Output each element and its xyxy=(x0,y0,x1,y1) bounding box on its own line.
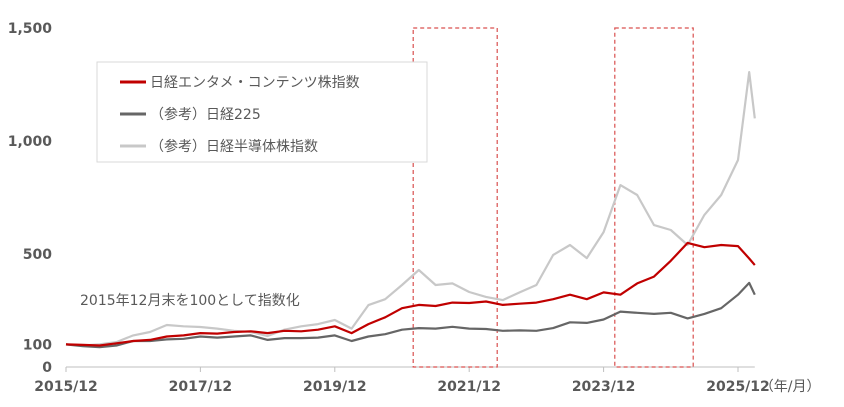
x-tick-label: 2023/12 xyxy=(572,379,636,395)
y-tick-label: 500 xyxy=(23,247,52,263)
x-tick-label: 2017/12 xyxy=(169,379,233,395)
x-tick-label: 2021/12 xyxy=(437,379,501,395)
x-tick-label: 2019/12 xyxy=(303,379,367,395)
x-tick-label: 2015/12 xyxy=(34,379,98,395)
series-line xyxy=(65,241,756,347)
highlight-box xyxy=(412,27,498,368)
series-line xyxy=(65,71,756,347)
x-axis-label: （年/月） xyxy=(760,379,821,395)
legend-box xyxy=(96,61,428,163)
y-tick-label: 100 xyxy=(23,337,52,353)
y-tick-label: 0 xyxy=(42,360,52,376)
legend-label: 日経エンタメ・コンテンツ株指数 xyxy=(150,75,360,91)
y-tick-label: 1,500 xyxy=(8,21,53,37)
y-tick-label: 1,000 xyxy=(8,134,53,150)
legend-label: （参考）日経半導体株指数 xyxy=(150,138,318,155)
legend-label: （参考）日経225 xyxy=(150,106,261,123)
annotation: 2015年12月末を100として指数化 xyxy=(80,293,300,309)
series-line xyxy=(65,281,756,349)
x-tick-label: 2025/12 xyxy=(706,379,770,395)
